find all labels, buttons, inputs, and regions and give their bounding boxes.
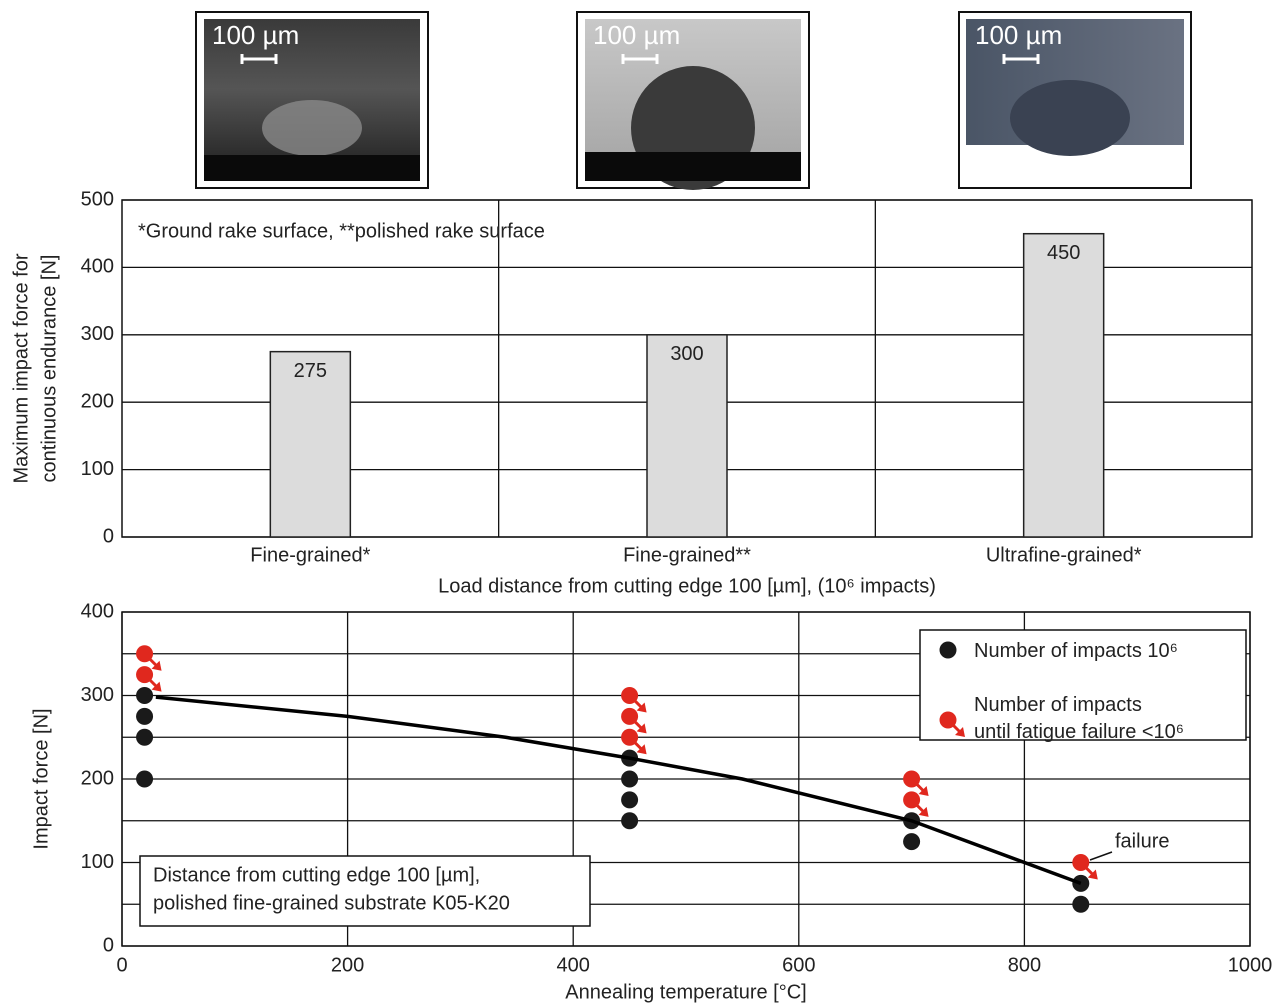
failure-leader [1090,852,1112,860]
page: 100 µm 100 µm 100 µm 0 100 200 300 400 500 275… [0,0,1276,1005]
data-point [903,791,920,808]
y-axis-label: continuous endurance [N] [38,255,60,483]
legend-marker [940,712,957,729]
x-tick-label: Fine-grained** [623,544,751,566]
micrograph: 100 µm [196,12,428,188]
data-point [621,729,638,746]
y-tick-label: 0 [103,525,114,547]
x-tick-label: Ultrafine-grained* [986,544,1142,566]
x-tick-label: Fine-grained* [250,544,370,566]
x-axis-label: Annealing temperature [°C] [565,981,806,1003]
scale-label: 100 µm [212,20,299,50]
y-tick-label: 500 [81,188,114,210]
y-tick-label: 100 [81,851,114,873]
legend-label: Number of impacts until fatigue failure … [974,692,1244,746]
value-label: 275 [294,360,327,382]
x-tick-label: 1000 [1228,954,1273,976]
failure-label: failure [1115,830,1169,852]
y-tick-label: 400 [81,256,114,278]
data-point [621,771,638,788]
bar [1024,234,1104,537]
data-point [621,812,638,829]
x-tick-label: 200 [331,954,364,976]
y-tick-label: 200 [81,767,114,789]
data-point [621,708,638,725]
scale-label: 100 µm [593,20,680,50]
legend-label: Number of impacts 10⁶ [974,638,1244,665]
data-point [903,771,920,788]
y-tick-label: 200 [81,390,114,412]
legend-label-box: Number of impacts until fatigue failure … [974,692,1244,752]
note-line: polished fine-grained substrate K05-K20 [153,892,510,914]
y-tick-label: 300 [81,684,114,706]
data-point [136,771,153,788]
data-point [621,687,638,704]
x-tick-label: 0 [116,954,127,976]
data-point [136,708,153,725]
micrograph: 100 µm [959,12,1191,188]
annotation: *Ground rake surface, **polished rake su… [138,220,545,242]
data-point [1072,896,1089,913]
data-point [621,791,638,808]
y-axis-label: Maximum impact force for [10,253,32,483]
y-tick-label: 100 [81,458,114,480]
y-tick-label: 0 [103,934,114,956]
data-point [903,833,920,850]
data-point [1072,854,1089,871]
figure: 100 µm 100 µm 100 µm 0 100 200 300 400 500 275… [0,0,1276,1005]
x-tick-label: 400 [557,954,590,976]
x-axis-label: Load distance from cutting edge 100 [µm]… [438,575,936,597]
value-label: 450 [1047,242,1080,264]
bar [647,335,727,537]
y-tick-label: 400 [81,600,114,622]
legend-marker [940,642,957,659]
legend-label-box: Number of impacts 10⁶ [974,638,1244,698]
value-label: 300 [670,343,703,365]
x-tick-label: 800 [1008,954,1041,976]
y-axis-label: Impact force [N] [30,708,52,849]
data-point [136,666,153,683]
y-tick-label: 300 [81,323,114,345]
scale-label: 100 µm [975,20,1062,50]
x-tick-label: 600 [782,954,815,976]
data-point [136,645,153,662]
micrograph: 100 µm [577,12,809,190]
note-line: Distance from cutting edge 100 [µm], [153,864,480,886]
data-point [136,687,153,704]
data-point [136,729,153,746]
